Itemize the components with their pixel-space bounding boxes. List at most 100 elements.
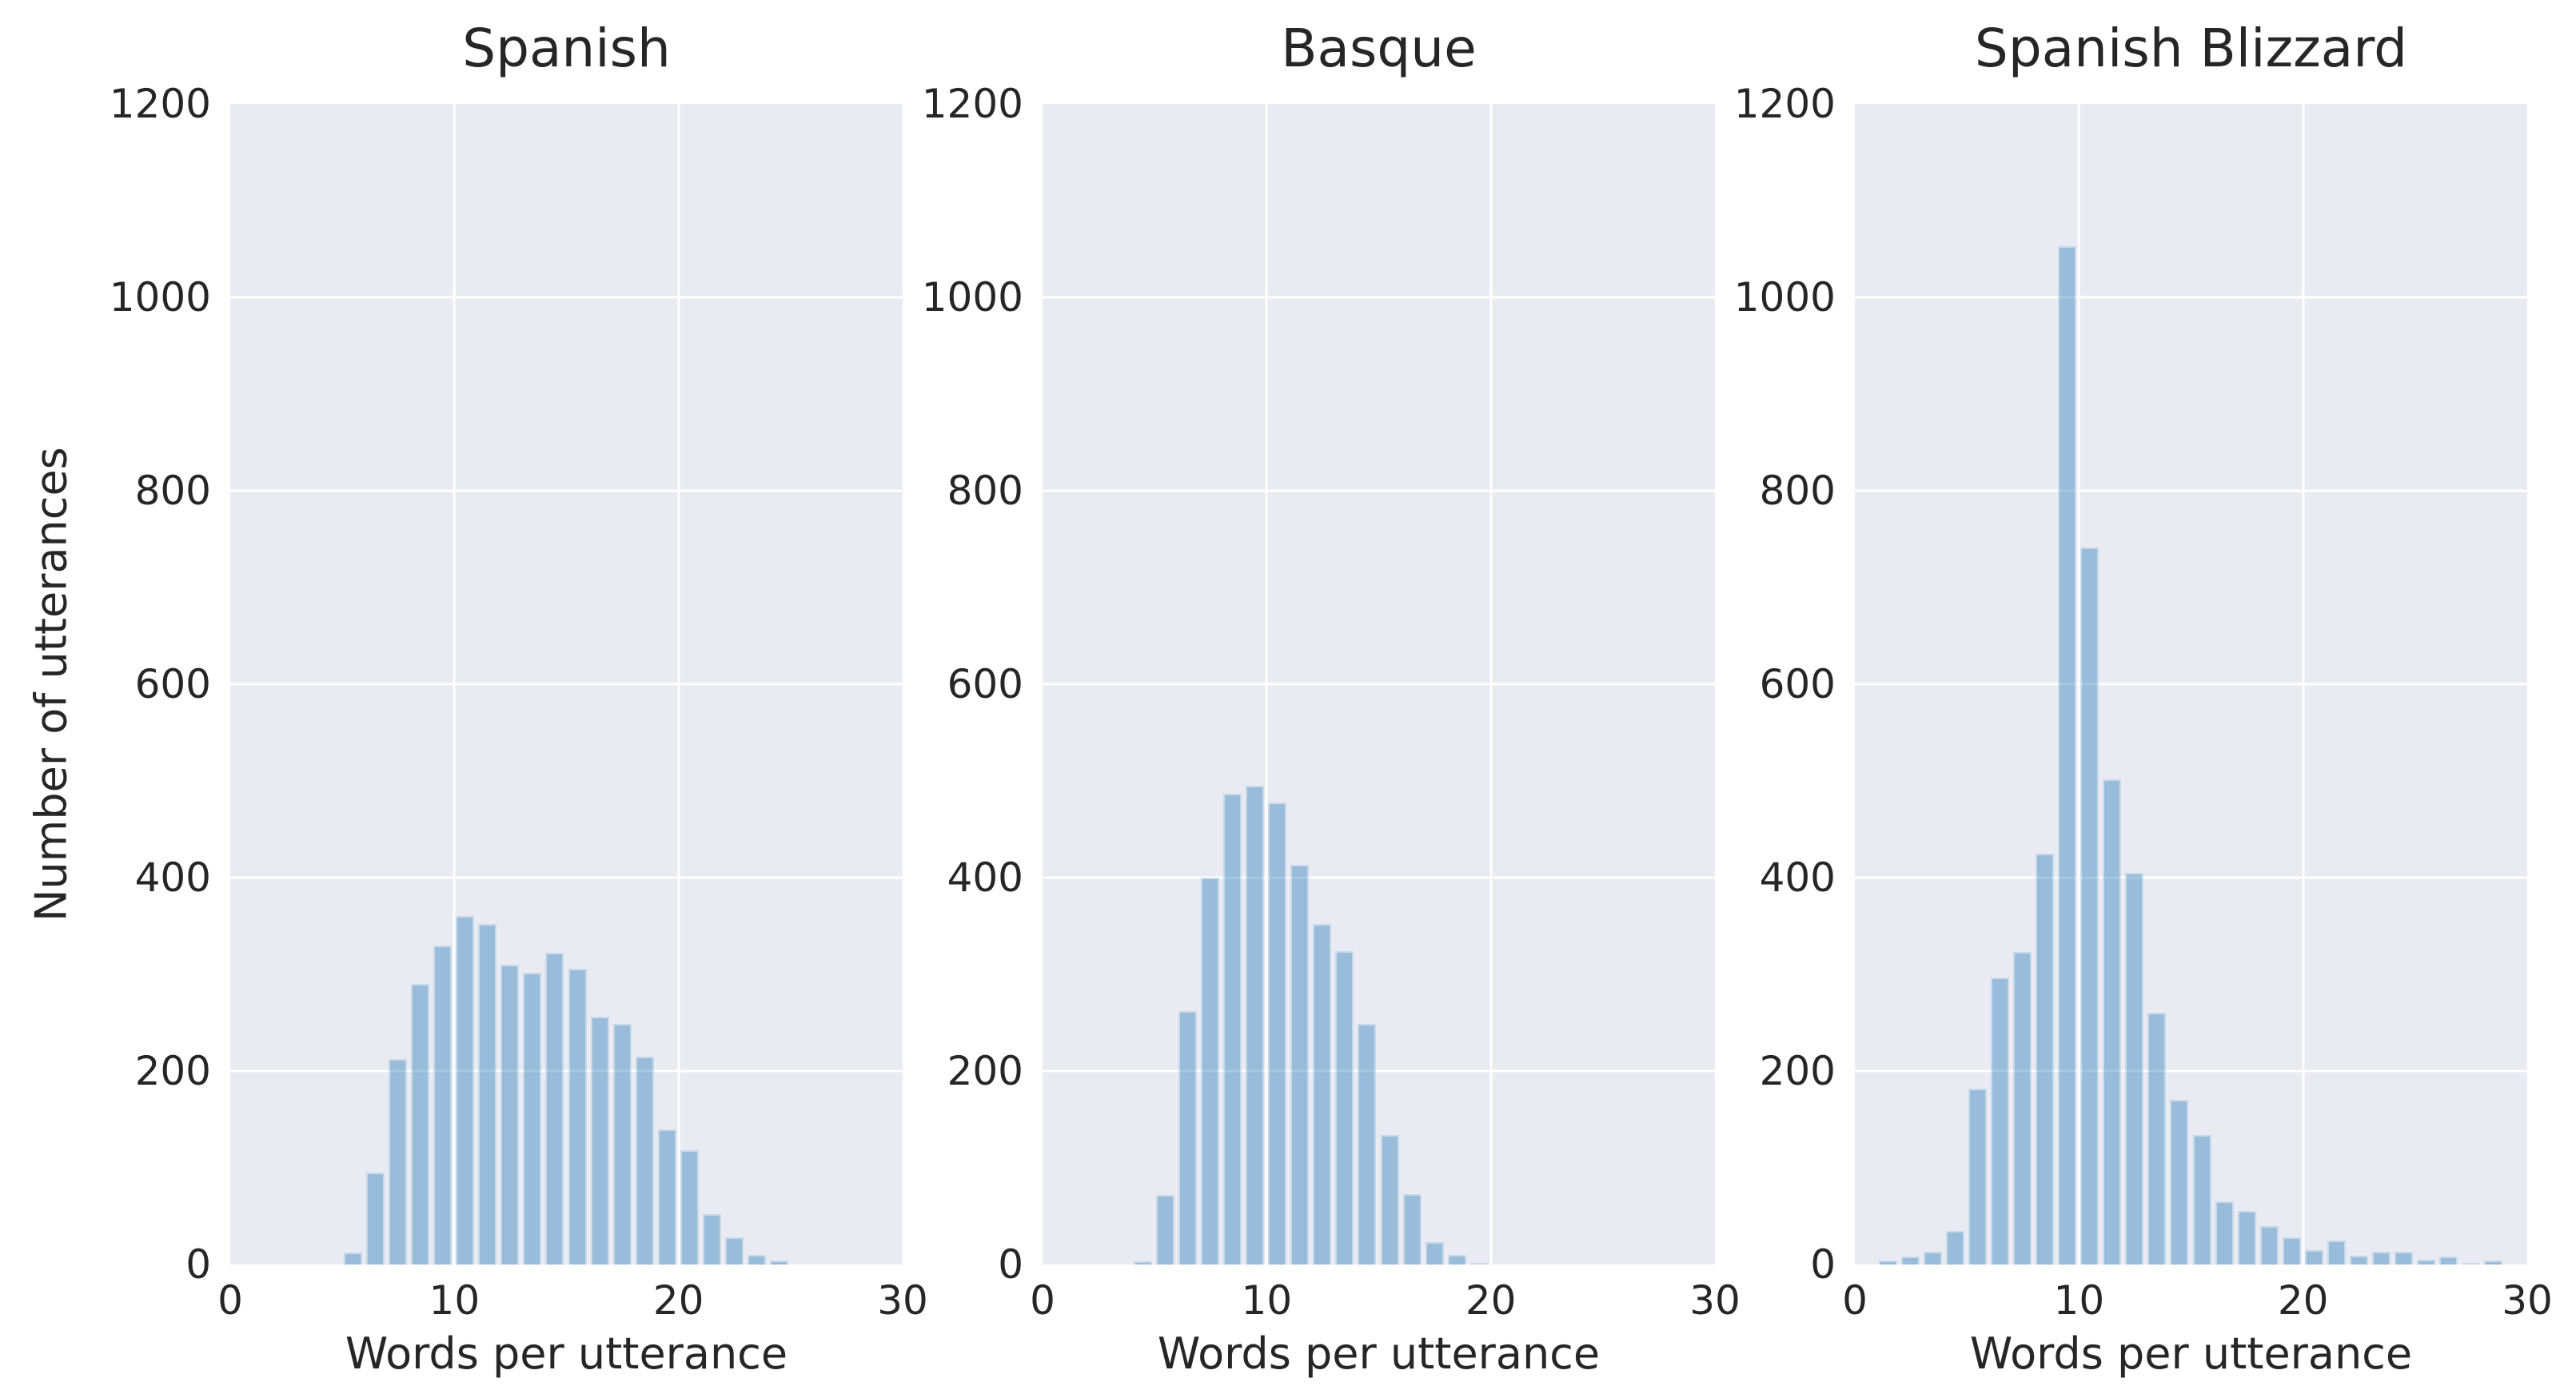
histogram-bar [2304, 1249, 2323, 1265]
y-tick-label: 0 [998, 1241, 1023, 1288]
y-tick-label: 600 [1759, 661, 1836, 707]
histogram-bar [612, 1023, 632, 1265]
histogram-bar [1924, 1252, 1943, 1265]
gridline-horizontal [1043, 876, 1715, 879]
histogram-bar [2170, 1100, 2189, 1265]
plot-area-spanish-blizzard: 0 200 400 600 800 1000 1200 0 10 20 30 [1734, 81, 2553, 1324]
gridline-horizontal [1855, 296, 2527, 299]
histogram-bar [2461, 1262, 2480, 1265]
histogram-bar [2147, 1013, 2167, 1265]
histogram-bar [769, 1261, 788, 1265]
x-tick-label: 10 [1241, 1277, 1293, 1324]
histogram-bar [1469, 1262, 1489, 1265]
x-tick-label: 20 [1465, 1277, 1517, 1324]
y-tick-label: 800 [947, 468, 1023, 514]
y-tick-label: 600 [947, 661, 1023, 707]
y-tick-label: 600 [134, 661, 211, 707]
gridline-vertical [453, 104, 456, 1265]
histogram-bar [1358, 1023, 1377, 1265]
histogram-bar [590, 1017, 609, 1265]
y-tick-label: 1000 [109, 274, 211, 321]
histogram-bar [344, 1253, 363, 1265]
gridline-horizontal [1043, 296, 1715, 299]
x-tick-label: 20 [2277, 1277, 2329, 1324]
histogram-bar [1223, 793, 1242, 1265]
gridline-horizontal [1043, 1069, 1715, 1073]
y-tick-label: 1200 [921, 81, 1023, 127]
histogram-bar [389, 1059, 408, 1265]
histogram-bar [2371, 1252, 2391, 1265]
panel-title-spanish: Spanish [462, 18, 671, 79]
gridline-horizontal [230, 296, 903, 299]
y-tick-label: 1000 [921, 274, 1023, 321]
histogram-bar [2237, 1211, 2256, 1265]
histogram-bar [2394, 1252, 2413, 1265]
x-tick-label: 10 [2053, 1277, 2105, 1324]
histogram-bar [1246, 786, 1265, 1265]
histogram-bar [478, 924, 497, 1265]
gridline-horizontal [230, 683, 903, 686]
histogram-bar [1879, 1261, 1898, 1265]
x-tick-label: 30 [877, 1277, 928, 1324]
y-tick-label: 800 [134, 468, 211, 514]
histogram-bar [568, 968, 587, 1265]
x-tick-label: 0 [217, 1277, 243, 1324]
gridline-horizontal [1855, 683, 2527, 686]
histogram-bar [2259, 1225, 2279, 1265]
histogram-bar [2327, 1240, 2346, 1265]
histogram-bar [2483, 1261, 2502, 1265]
histogram-bar [635, 1056, 654, 1265]
x-tick-label: 0 [1030, 1277, 1055, 1324]
histogram-bar [747, 1254, 766, 1265]
gridline-vertical [1265, 104, 1268, 1265]
histogram-bar [456, 916, 475, 1265]
y-tick-label: 200 [134, 1048, 211, 1094]
histogram-bar [1178, 1010, 1198, 1265]
histogram-bar [657, 1129, 676, 1265]
gridline-horizontal [1855, 1069, 2527, 1073]
histogram-bar [545, 953, 564, 1265]
histogram-bar [2192, 1134, 2211, 1265]
y-tick-label: 1200 [109, 81, 211, 127]
histogram-bar [500, 964, 520, 1265]
histogram-bar [2416, 1259, 2435, 1265]
y-tick-label: 200 [1759, 1048, 1836, 1094]
gridline-vertical [2077, 104, 2080, 1265]
histogram-bar [1991, 977, 2010, 1265]
histogram-bar [1425, 1242, 1444, 1265]
histogram-bar [1946, 1230, 1965, 1265]
x-tick-label: 30 [1689, 1277, 1741, 1324]
gridline-horizontal [1043, 683, 1715, 686]
x-tick-label: 0 [1842, 1277, 1868, 1324]
x-tick-label: 20 [652, 1277, 704, 1324]
y-tick-label: 1200 [1733, 81, 1836, 127]
histogram-bar [1201, 878, 1220, 1265]
x-tick-label: 30 [2502, 1277, 2553, 1324]
histogram-bar [1156, 1194, 1175, 1265]
gridline-horizontal [1855, 876, 2527, 879]
histogram-bar [1290, 865, 1310, 1265]
y-tick-label: 0 [185, 1241, 211, 1288]
histogram-bar [433, 945, 453, 1265]
histogram-bar [2080, 548, 2099, 1265]
histogram-bar [2125, 872, 2144, 1265]
histogram-bar [2013, 952, 2032, 1265]
histogram-bar [1447, 1254, 1466, 1265]
gridline-horizontal [230, 489, 903, 492]
histogram-bar [2058, 245, 2077, 1265]
gridline-horizontal [1043, 489, 1715, 492]
histogram-bar [2103, 779, 2122, 1265]
histogram-bar [724, 1237, 744, 1265]
x-tick-label: 10 [429, 1277, 481, 1324]
plot-area-basque: 0 200 400 600 800 1000 1200 0 10 20 30 [922, 81, 1741, 1324]
gridline-horizontal [230, 876, 903, 879]
x-axis-label-spanish-blizzard: Words per utterance [1969, 1328, 2413, 1379]
histogram-bar [702, 1214, 721, 1265]
histogram-bar [1313, 924, 1332, 1265]
histogram-bar [1335, 950, 1354, 1265]
histogram-bar [1402, 1193, 1422, 1265]
histogram-bar [1380, 1134, 1399, 1265]
histogram-bar [2036, 853, 2055, 1265]
panel-title-spanish-blizzard: Spanish Blizzard [1974, 18, 2408, 79]
